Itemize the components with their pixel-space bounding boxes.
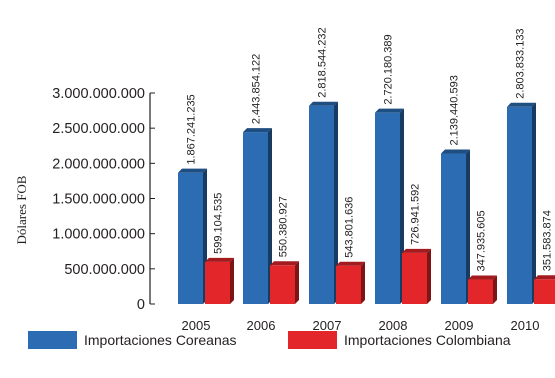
bar-colombiana-2010 [534, 275, 555, 304]
legend-label-colombiana: Importaciones Colombiana [344, 332, 511, 348]
bars [178, 101, 555, 304]
y-tick-label: 2.000.000.000 [52, 156, 145, 172]
bar-colombiana-2008 [402, 248, 431, 304]
x-tick-label: 2010 [511, 318, 540, 333]
data-label: 543.801.636 [344, 197, 356, 258]
bar-coreanas-2006 [243, 128, 272, 304]
data-labels: 1.867.241.235 599.104.535 2.443.854.122 550… [186, 27, 554, 271]
y-tick-label: 3.000.000.000 [52, 86, 145, 102]
data-label: 2.803.833.133 [515, 28, 527, 98]
y-tick-label: 500.000.000 [64, 262, 145, 278]
bar-colombiana-2009 [468, 275, 497, 304]
bar-coreanas-2008 [375, 108, 404, 304]
legend-swatch-colombiana [288, 331, 337, 349]
bar-coreanas-2007 [309, 101, 338, 304]
data-label: 351.583.874 [542, 210, 554, 271]
x-tick-label: 2009 [445, 318, 474, 333]
y-tick-label: 2.500.000.000 [52, 121, 145, 137]
bar-coreanas-2009 [441, 149, 470, 304]
bar-colombiana-2007 [336, 261, 365, 304]
bar-coreanas-2010 [507, 102, 536, 304]
data-label: 726.941.592 [410, 184, 422, 245]
data-label: 1.867.241.235 [186, 94, 198, 164]
y-axis-title: Dólares FOB [14, 175, 29, 244]
legend: Importaciones Coreanas Importaciones Col… [28, 331, 511, 349]
data-label: 347.935.605 [476, 210, 488, 271]
data-label: 2.720.180.389 [383, 34, 395, 104]
y-tick-label: 1.000.000.000 [52, 227, 145, 243]
x-axis-labels: 2005 2006 2007 2008 2009 2010 [182, 318, 540, 333]
x-tick-label: 2006 [247, 318, 276, 333]
bar-colombiana-2006 [270, 261, 299, 304]
data-label: 2.139.440.593 [449, 75, 461, 145]
data-label: 599.104.535 [213, 193, 225, 254]
bar-colombiana-2005 [205, 257, 234, 304]
x-tick-label: 2007 [313, 318, 342, 333]
data-label: 2.818.544.232 [317, 27, 329, 97]
x-tick-label: 2005 [182, 318, 211, 333]
data-label: 2.443.854.122 [251, 54, 263, 124]
bar-coreanas-2005 [178, 168, 207, 304]
x-tick-label: 2008 [379, 318, 408, 333]
y-tick-label: 0 [137, 297, 145, 313]
data-label: 550.380.927 [278, 196, 290, 257]
y-axis: 0 500.000.000 1.000.000.000 1.500.000.000 2.… [52, 86, 155, 313]
y-tick-label: 1.500.000.000 [52, 192, 145, 208]
legend-label-coreanas: Importaciones Coreanas [84, 332, 237, 348]
legend-swatch-coreanas [28, 331, 77, 349]
